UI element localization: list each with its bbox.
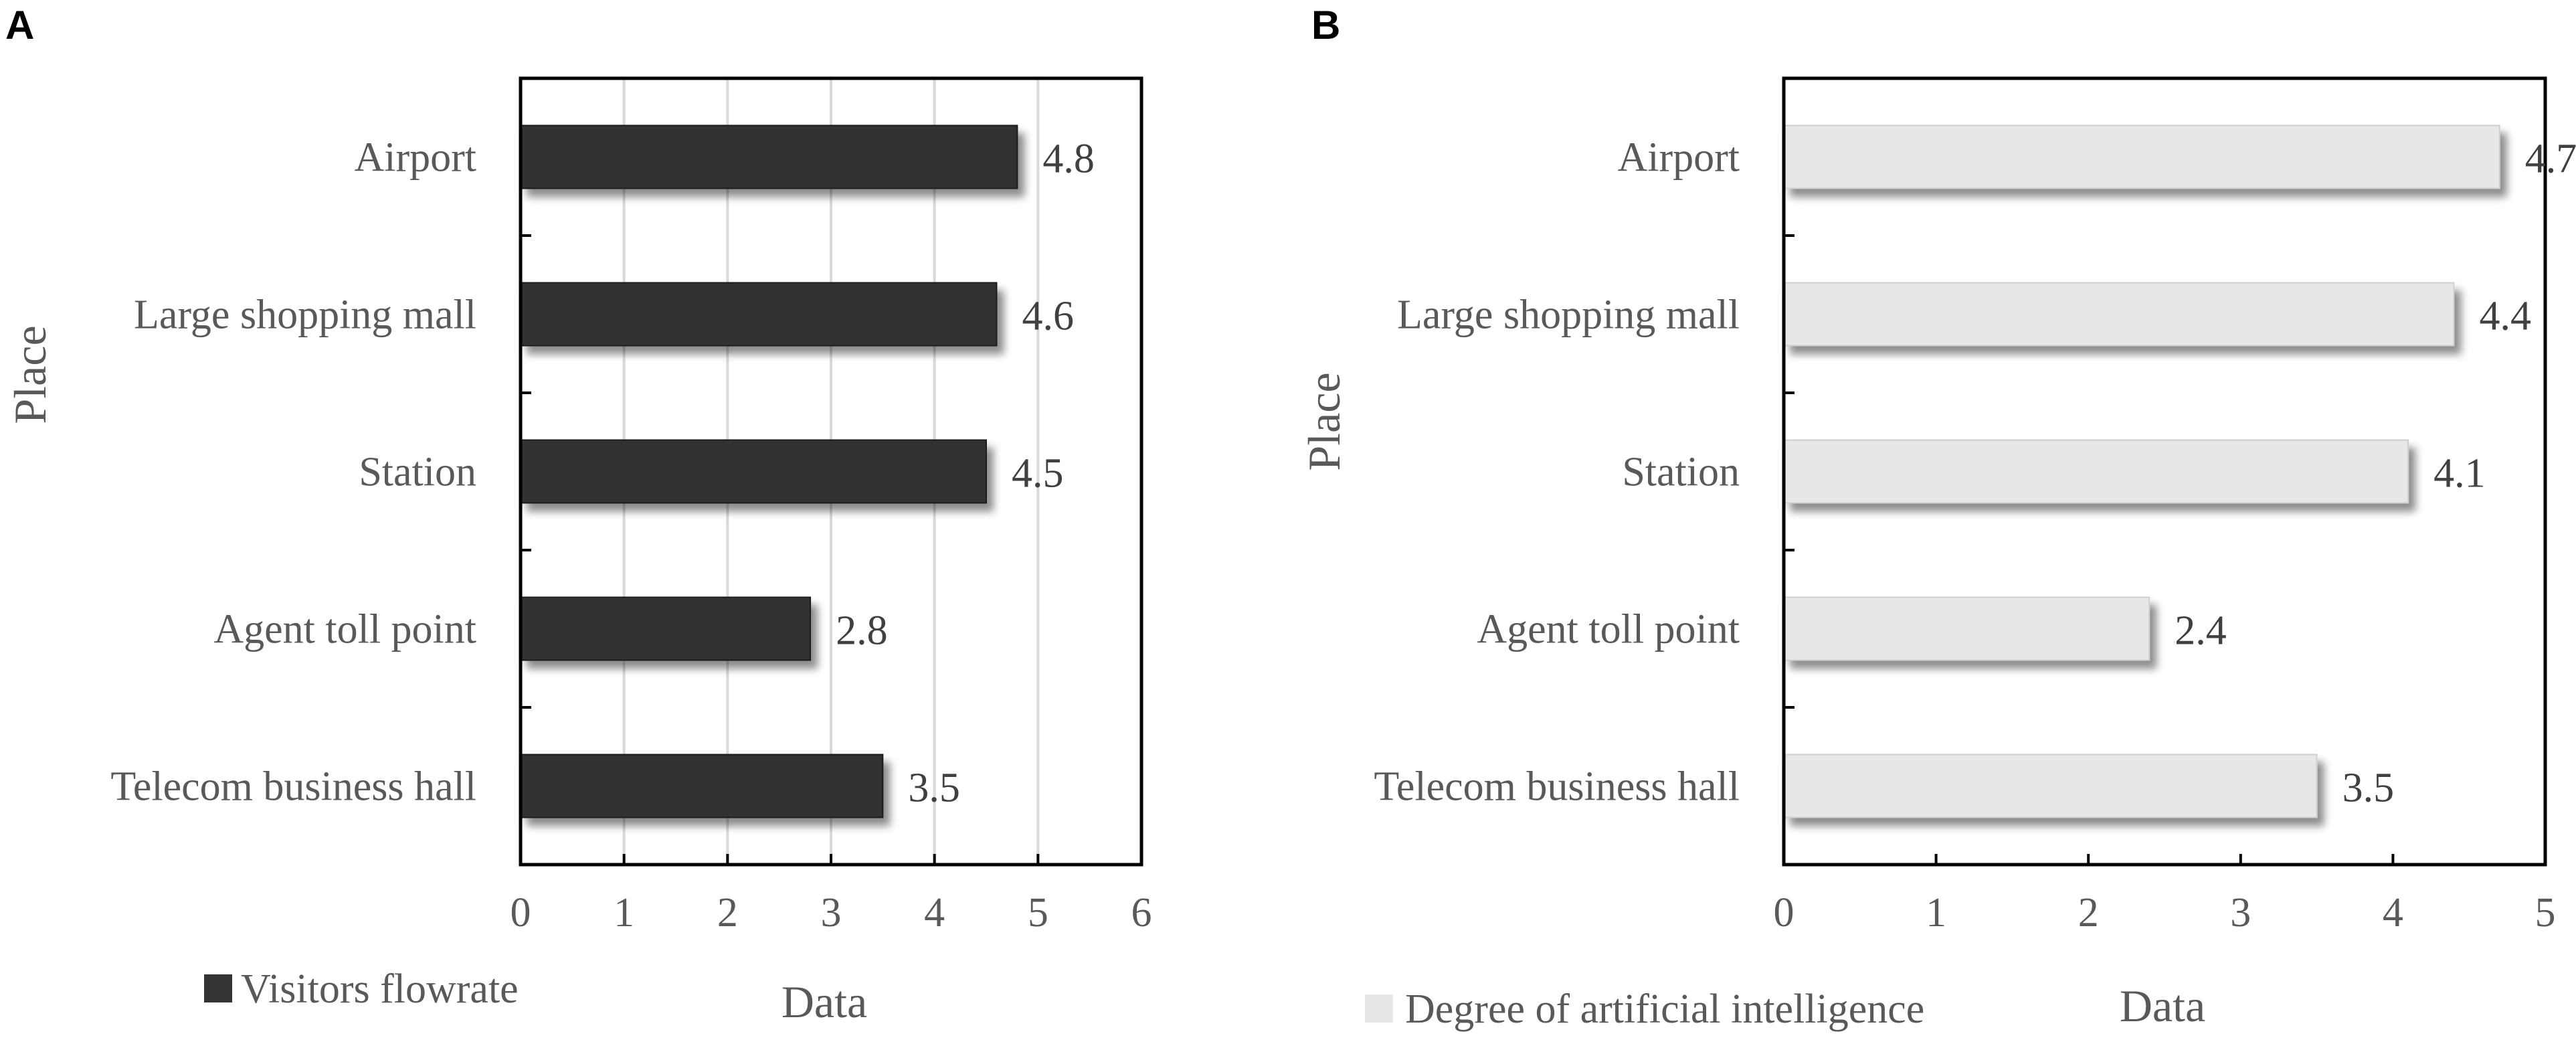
x-tick-labels-a: 0 1 2 3 4 5 6 bbox=[511, 890, 1152, 936]
category-label: Telecom business hall bbox=[110, 764, 476, 810]
x-tick-labels-b: 0 1 2 3 4 5 bbox=[1774, 890, 2556, 936]
category-label: Station bbox=[1622, 450, 1740, 495]
legend-swatch-b bbox=[1365, 994, 1393, 1023]
x-tick-label: 0 bbox=[1774, 890, 1795, 936]
bar-series-b bbox=[1783, 124, 2500, 818]
panel-letter-b: B bbox=[1311, 3, 1340, 48]
data-label: 3.5 bbox=[908, 766, 960, 811]
bar bbox=[1783, 282, 2455, 347]
x-tick-label: 1 bbox=[614, 890, 634, 936]
chart-panel-a: A Airport Large shopping mall Station Agent… bbox=[5, 3, 1152, 1027]
x-tick-label: 5 bbox=[1028, 890, 1048, 936]
category-label: Telecom business hall bbox=[1374, 764, 1740, 810]
ticks-b bbox=[1782, 234, 2547, 865]
data-labels-a: 4.8 4.6 4.5 2.8 3.5 bbox=[836, 137, 1095, 811]
data-label: 4.7 bbox=[2525, 137, 2576, 182]
category-labels-b: Airport Large shopping mall Station Agent t… bbox=[1374, 135, 1740, 810]
panel-letter-a: A bbox=[5, 3, 34, 48]
bar bbox=[1783, 754, 2318, 818]
bar bbox=[1783, 124, 2500, 189]
x-axis-title-a: Data bbox=[781, 976, 867, 1027]
data-label: 4.1 bbox=[2433, 451, 2486, 497]
x-tick-label: 6 bbox=[1131, 890, 1152, 936]
bar bbox=[520, 282, 998, 347]
bar bbox=[1783, 439, 2409, 504]
data-label: 4.4 bbox=[2479, 294, 2531, 339]
data-label: 4.8 bbox=[1042, 137, 1095, 182]
data-label: 4.5 bbox=[1012, 451, 1064, 497]
data-labels-b: 4.7 4.4 4.1 2.4 3.5 bbox=[2175, 137, 2576, 811]
chart-panel-b: B Airport Large shopping mall Station Agent… bbox=[1299, 3, 2576, 1032]
data-label: 2.8 bbox=[836, 608, 888, 654]
bar bbox=[520, 596, 812, 661]
x-tick-label: 0 bbox=[511, 890, 531, 936]
plot-frame-b bbox=[1782, 76, 2547, 867]
x-tick-label: 2 bbox=[2078, 890, 2099, 936]
x-tick-label: 4 bbox=[2383, 890, 2403, 936]
y-axis-title-a: Place bbox=[5, 325, 56, 424]
ticks-a bbox=[519, 234, 1143, 865]
category-label: Large shopping mall bbox=[1397, 292, 1740, 338]
category-label: Station bbox=[359, 450, 476, 495]
x-tick-label: 3 bbox=[2230, 890, 2251, 936]
x-tick-label: 4 bbox=[924, 890, 945, 936]
category-label: Airport bbox=[1617, 135, 1740, 181]
y-axis-title-b: Place bbox=[1299, 372, 1350, 470]
data-label: 3.5 bbox=[2342, 766, 2395, 811]
category-label: Agent toll point bbox=[1477, 607, 1740, 652]
data-label: 2.4 bbox=[2175, 608, 2227, 654]
bar bbox=[520, 439, 987, 504]
category-label: Large shopping mall bbox=[134, 292, 476, 338]
x-tick-label: 2 bbox=[717, 890, 738, 936]
x-tick-label: 5 bbox=[2535, 890, 2556, 936]
legend-label-a: Visitors flowrate bbox=[241, 966, 519, 1012]
bar bbox=[520, 124, 1018, 189]
category-label: Airport bbox=[354, 135, 476, 181]
x-tick-label: 1 bbox=[1926, 890, 1946, 936]
category-label: Agent toll point bbox=[213, 607, 476, 652]
bar-series-a bbox=[520, 124, 1018, 818]
bar bbox=[520, 754, 884, 818]
data-label: 4.6 bbox=[1022, 294, 1074, 339]
category-labels-a: Airport Large shopping mall Station Agent t… bbox=[110, 135, 476, 810]
legend-swatch-a bbox=[204, 974, 232, 1002]
legend-label-b: Degree of artificial intelligence bbox=[1405, 986, 1924, 1032]
bar bbox=[1783, 596, 2150, 661]
x-axis-title-b: Data bbox=[2120, 980, 2205, 1031]
x-tick-label: 3 bbox=[821, 890, 842, 936]
